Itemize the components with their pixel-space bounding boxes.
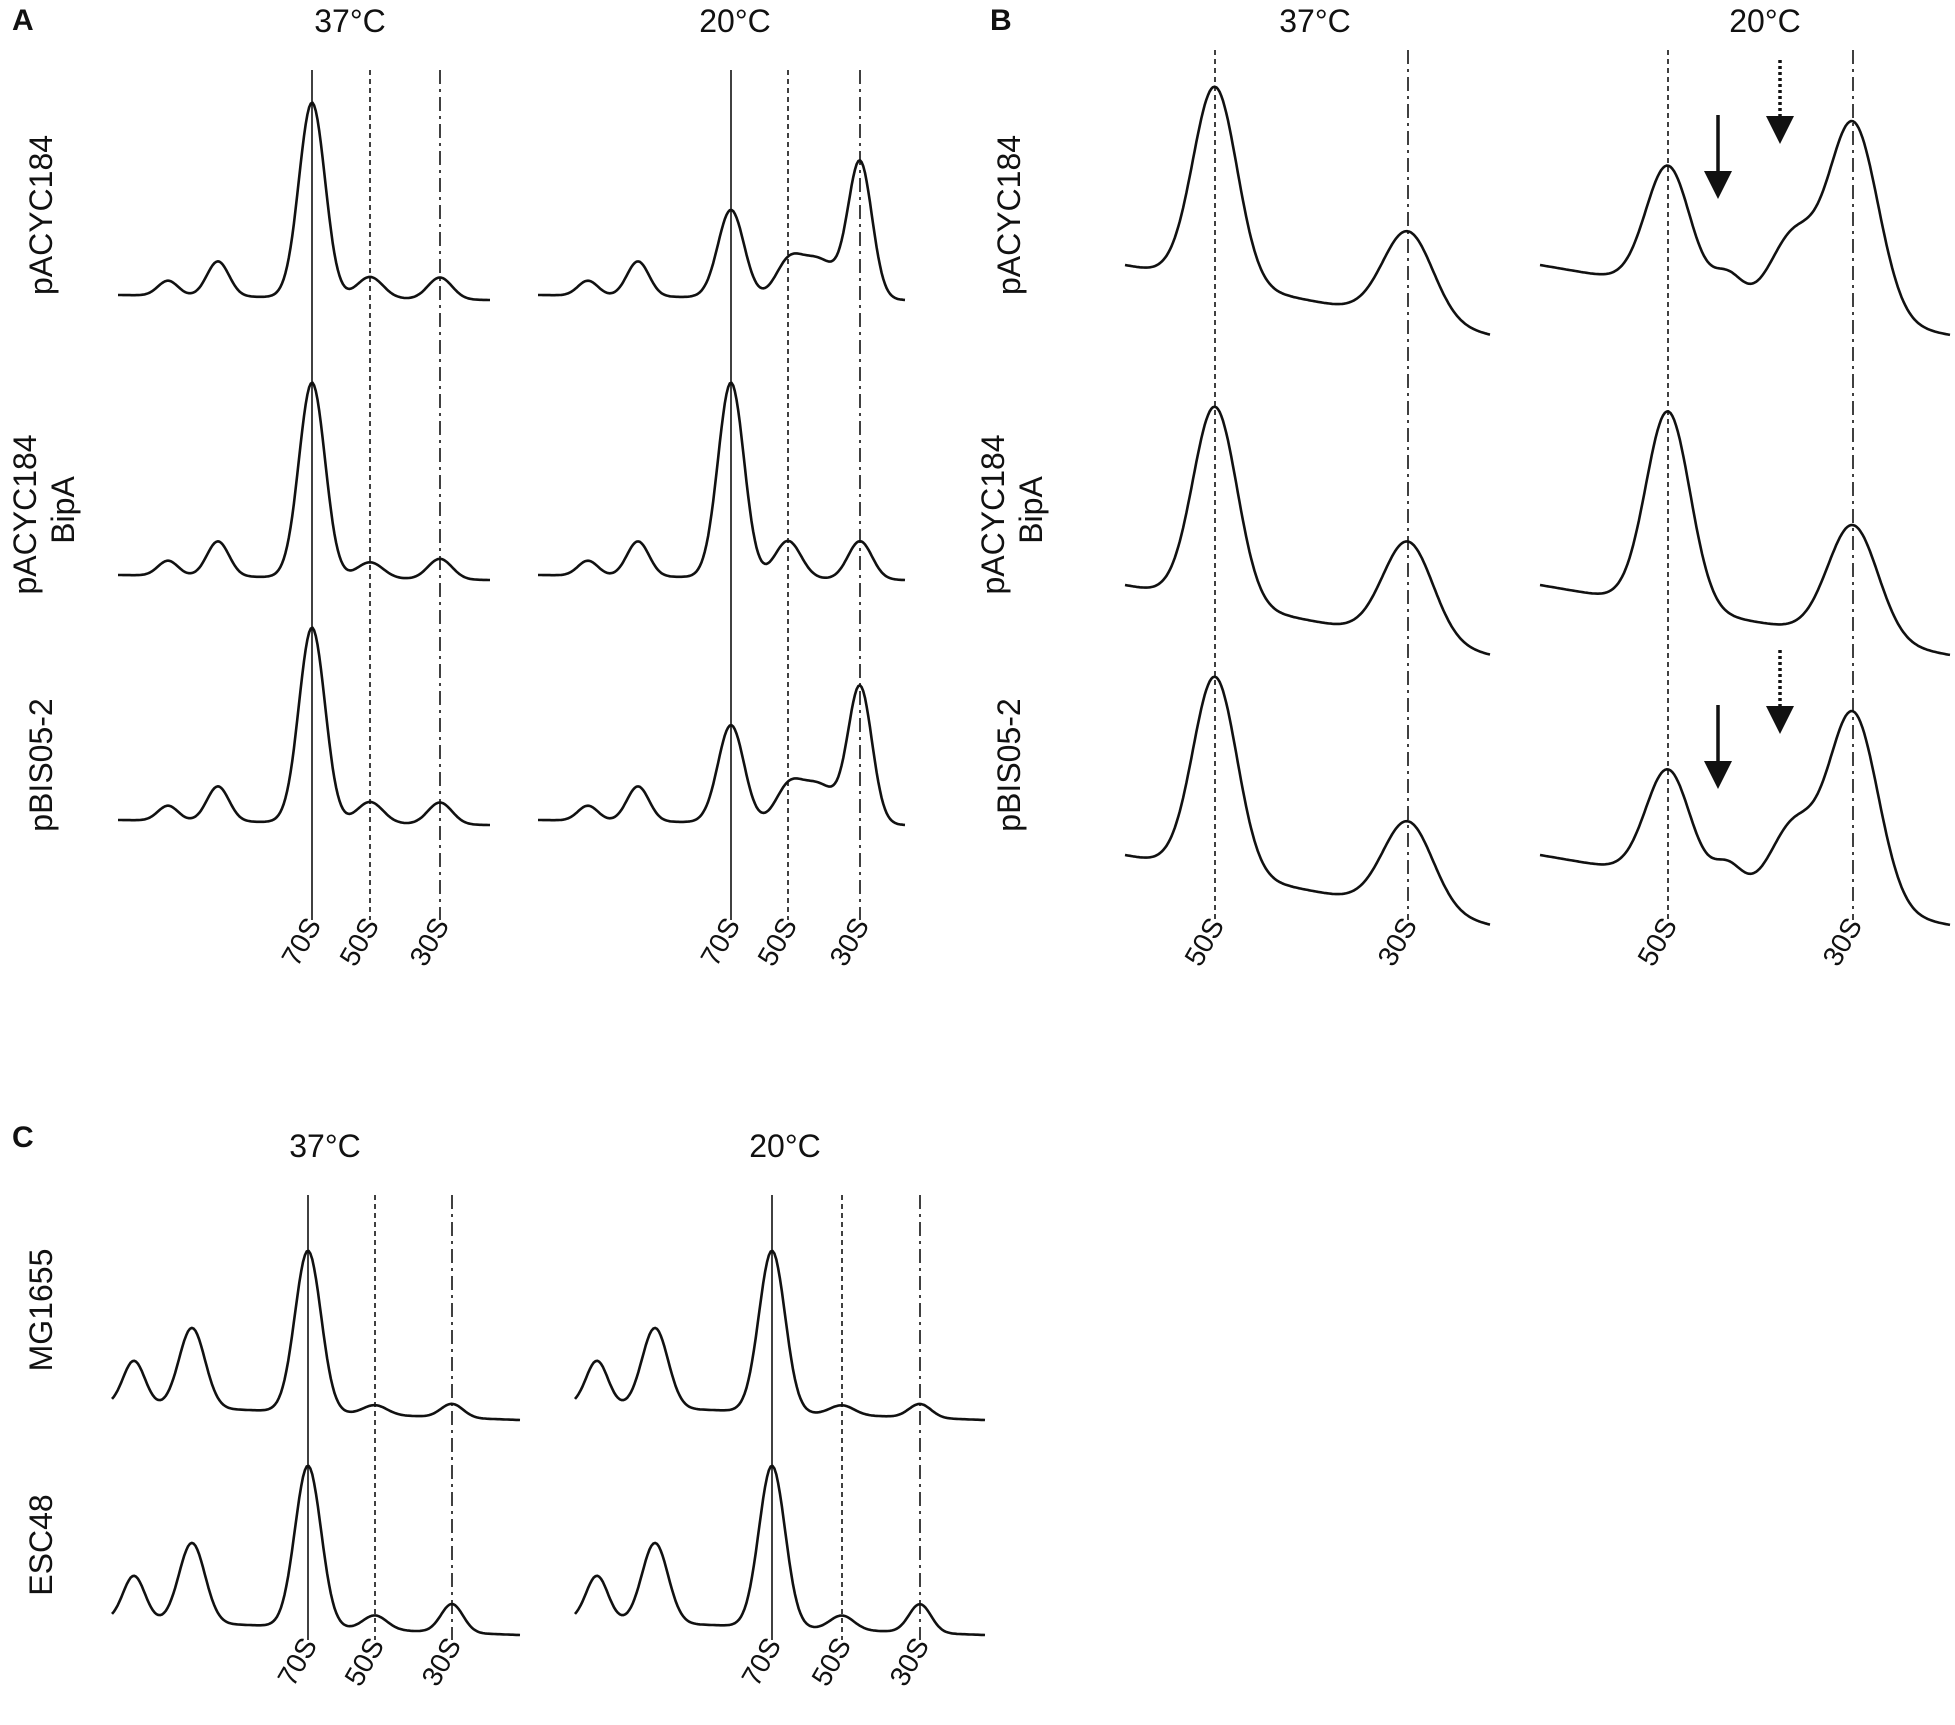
panel-b-tick-50s-1: 50S [1631,913,1683,972]
panel-c-trace-0-1 [573,1249,986,1422]
panel-a-tick-50s-0: 50S [333,913,385,972]
panel-a-tick-70s-0: 70S [275,913,327,972]
panel-b-tick-30s-0: 30S [1371,913,1423,972]
panel-a-row-label-2: pACYC184 BipA [7,426,81,595]
panel-a-col-title-20: 20°C [699,3,771,39]
panel-c-tick-70s-0: 70S [271,1633,323,1692]
panel-c-trace-1-1 [573,1464,986,1637]
panel-c-row-label-1: MG1655 [23,1249,59,1372]
panel-a-row-label-3: pBIS05-2 [23,698,59,831]
panel-b-row-label-2-line1: pACYC184 [975,434,1011,594]
panel-b-row-label-1: pACYC184 [991,135,1027,295]
panel-a-trace-2-1 [538,684,906,827]
profile-traces [111,85,1951,1637]
panel-b-trace-1-1 [1539,410,1951,657]
panel-b-tick-50s-0: 50S [1178,913,1230,972]
panel-letter-b: B [990,4,1012,37]
panel-b-row-label-2: pACYC184 BipA [975,426,1049,595]
panel-c-row-label-2: ESC48 [23,1494,59,1595]
panel-c-tick-50s-1: 50S [805,1633,857,1692]
panel-b-tick-30s-1: 30S [1816,913,1868,972]
panel-c-col-title-37: 37°C [289,1128,361,1164]
panel-b-col-title-20: 20°C [1729,3,1801,39]
panel-a-row-label-2-line1: pACYC184 [7,434,43,594]
panel-c-col-title-20: 20°C [749,1128,821,1164]
panel-a-col-title-37: 37°C [314,3,386,39]
panel-b-row-label-3: pBIS05-2 [991,698,1027,831]
panel-a-tick-50s-1: 50S [751,913,803,972]
panel-b-trace-1-0 [1124,405,1491,656]
panel-b-row-label-2-line2: BipA [1013,476,1049,544]
panel-c-tick-70s-1: 70S [735,1633,787,1692]
panel-a-trace-2-0 [118,626,490,827]
panel-a-trace-0-1 [538,159,906,302]
panel-letter-c: C [12,1121,34,1154]
panel-b-trace-2-0 [1124,675,1491,926]
panel-c-trace-1-0 [111,1464,521,1637]
panel-a-row-label-2-line2: BipA [45,476,81,544]
panel-c-tick-30s-0: 30S [415,1633,467,1692]
annotation-arrows [1704,60,1794,789]
panel-c-trace-0-0 [111,1249,521,1422]
panel-a-trace-0-0 [118,101,490,302]
panel-a-trace-1-1 [538,381,906,582]
panel-b-trace-0-0 [1124,85,1491,336]
panel-letter-a: A [12,4,34,37]
panel-a-tick-30s-0: 30S [403,913,455,972]
panel-c-tick-50s-0: 50S [338,1633,390,1692]
panel-a-trace-1-0 [118,381,490,582]
panel-a-row-label-1: pACYC184 [23,135,59,295]
panel-a-tick-30s-1: 30S [823,913,875,972]
panel-c-tick-30s-1: 30S [883,1633,935,1692]
panel-b-col-title-37: 37°C [1279,3,1351,39]
panel-b-trace-0-1 [1539,119,1951,337]
sedimentation-reference-lines [307,50,1854,1640]
panel-a-tick-70s-1: 70S [694,913,746,972]
panel-b-trace-2-1 [1539,709,1951,927]
